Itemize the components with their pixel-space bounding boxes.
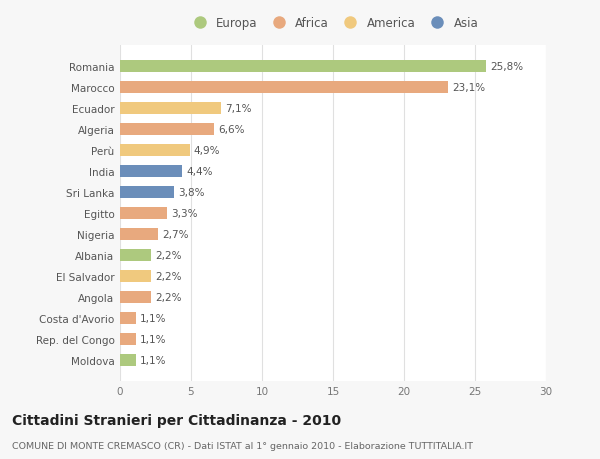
Text: 2,7%: 2,7% <box>163 230 189 239</box>
Text: 1,1%: 1,1% <box>140 355 166 365</box>
Bar <box>120 229 158 240</box>
Text: 4,9%: 4,9% <box>194 146 220 156</box>
Text: Cittadini Stranieri per Cittadinanza - 2010: Cittadini Stranieri per Cittadinanza - 2… <box>12 413 341 427</box>
Bar <box>120 124 214 135</box>
Legend: Europa, Africa, America, Asia: Europa, Africa, America, Asia <box>185 15 481 33</box>
Text: 2,2%: 2,2% <box>155 250 182 260</box>
Bar <box>120 354 136 366</box>
Text: 1,1%: 1,1% <box>140 313 166 323</box>
Bar <box>120 166 182 177</box>
Bar <box>120 61 487 73</box>
Bar <box>120 103 221 114</box>
Text: 2,2%: 2,2% <box>155 292 182 302</box>
Bar <box>120 291 151 303</box>
Text: 25,8%: 25,8% <box>491 62 524 72</box>
Text: 2,2%: 2,2% <box>155 271 182 281</box>
Text: 1,1%: 1,1% <box>140 334 166 344</box>
Text: 3,8%: 3,8% <box>178 188 205 197</box>
Text: COMUNE DI MONTE CREMASCO (CR) - Dati ISTAT al 1° gennaio 2010 - Elaborazione TUT: COMUNE DI MONTE CREMASCO (CR) - Dati IST… <box>12 441 473 450</box>
Bar <box>120 250 151 261</box>
Bar <box>120 270 151 282</box>
Bar <box>120 187 174 198</box>
Bar <box>120 207 167 219</box>
Text: 6,6%: 6,6% <box>218 125 244 134</box>
Bar <box>120 313 136 324</box>
Text: 7,1%: 7,1% <box>225 104 251 114</box>
Bar <box>120 145 190 157</box>
Bar <box>120 82 448 94</box>
Text: 4,4%: 4,4% <box>187 167 213 177</box>
Bar <box>120 333 136 345</box>
Text: 3,3%: 3,3% <box>171 208 197 218</box>
Text: 23,1%: 23,1% <box>452 83 485 93</box>
